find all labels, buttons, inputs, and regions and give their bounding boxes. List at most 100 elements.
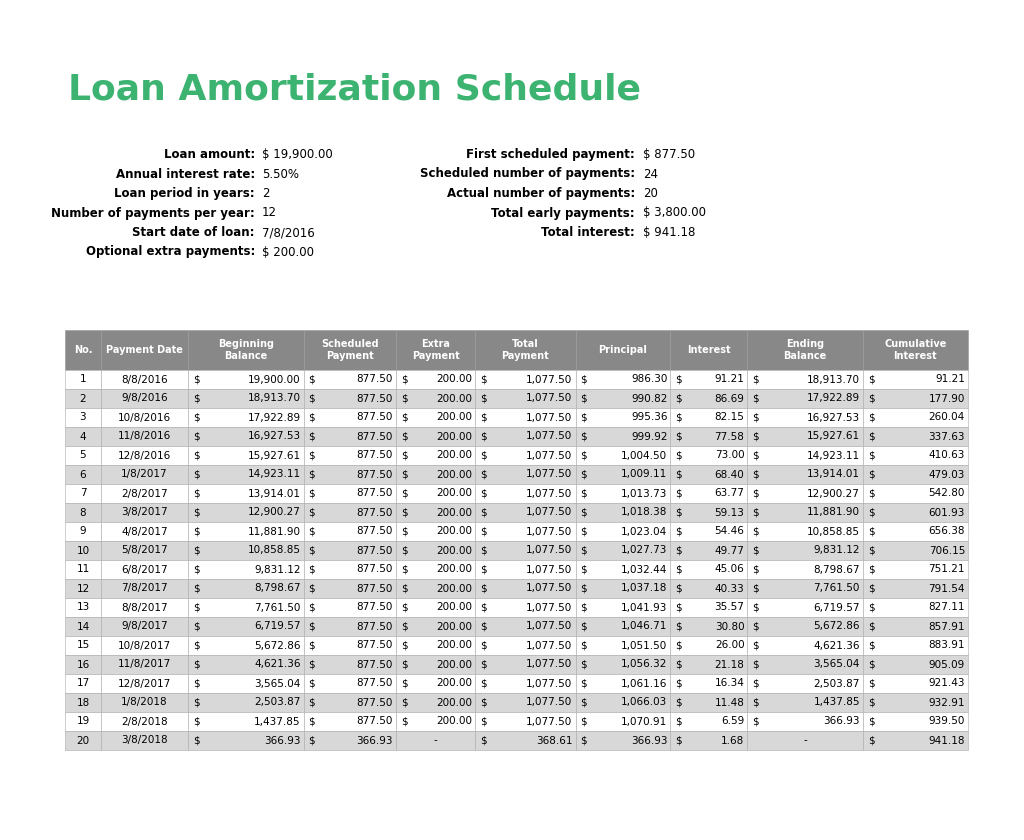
Text: 9: 9 — [80, 527, 86, 537]
Text: 1,018.38: 1,018.38 — [621, 507, 668, 517]
Bar — [475, 370, 575, 389]
Text: 20: 20 — [643, 187, 657, 200]
Text: $: $ — [676, 507, 682, 517]
Text: 200.00: 200.00 — [436, 717, 472, 727]
Text: $: $ — [480, 640, 487, 650]
Text: 8: 8 — [80, 507, 86, 517]
Text: 857.91: 857.91 — [929, 622, 965, 632]
Bar — [188, 674, 303, 693]
Text: 2/8/2018: 2/8/2018 — [121, 717, 168, 727]
Text: $: $ — [581, 489, 587, 498]
Text: $: $ — [194, 432, 200, 442]
Bar — [101, 560, 188, 579]
Text: 14,923.11: 14,923.11 — [248, 470, 301, 480]
Bar — [188, 579, 303, 598]
Text: 16: 16 — [77, 659, 89, 669]
Bar — [396, 617, 475, 636]
Text: $: $ — [676, 489, 682, 498]
Bar — [748, 579, 863, 598]
Text: 877.50: 877.50 — [356, 393, 393, 403]
Text: 68.40: 68.40 — [715, 470, 744, 480]
Text: $: $ — [480, 545, 487, 555]
Bar — [303, 370, 396, 389]
Text: 260.04: 260.04 — [929, 412, 965, 423]
Bar — [671, 389, 748, 408]
Text: 30.80: 30.80 — [715, 622, 744, 632]
Text: $: $ — [480, 736, 487, 746]
Text: $: $ — [753, 602, 759, 612]
Bar — [475, 674, 575, 693]
Text: 1.68: 1.68 — [721, 736, 744, 746]
Text: 200.00: 200.00 — [436, 470, 472, 480]
Bar — [188, 484, 303, 503]
Text: $: $ — [401, 659, 408, 669]
Bar — [188, 617, 303, 636]
Bar — [748, 731, 863, 750]
Text: 1,070.91: 1,070.91 — [622, 717, 668, 727]
Text: $: $ — [753, 640, 759, 650]
Bar — [303, 541, 396, 560]
Text: $: $ — [480, 717, 487, 727]
Text: $: $ — [753, 412, 759, 423]
Text: $: $ — [308, 602, 315, 612]
Bar — [101, 522, 188, 541]
Bar — [303, 731, 396, 750]
Text: $: $ — [308, 717, 315, 727]
Bar — [101, 617, 188, 636]
Text: 7,761.50: 7,761.50 — [254, 602, 301, 612]
Bar — [65, 712, 101, 731]
Text: $: $ — [867, 489, 874, 498]
Text: $: $ — [753, 507, 759, 517]
Text: $: $ — [753, 659, 759, 669]
Bar — [101, 484, 188, 503]
Bar — [396, 674, 475, 693]
Text: $: $ — [480, 450, 487, 460]
Bar — [671, 579, 748, 598]
Bar — [101, 427, 188, 446]
Text: 1,027.73: 1,027.73 — [621, 545, 668, 555]
Bar — [101, 579, 188, 598]
Text: $: $ — [867, 545, 874, 555]
Bar — [101, 465, 188, 484]
Text: 12,900.27: 12,900.27 — [248, 507, 301, 517]
Text: $: $ — [480, 622, 487, 632]
Bar — [188, 408, 303, 427]
Bar — [748, 598, 863, 617]
Bar — [748, 408, 863, 427]
Text: 1,009.11: 1,009.11 — [622, 470, 668, 480]
Text: $: $ — [480, 564, 487, 575]
Text: 18,913.70: 18,913.70 — [248, 393, 301, 403]
Text: $: $ — [308, 659, 315, 669]
Text: 200.00: 200.00 — [436, 393, 472, 403]
Text: 877.50: 877.50 — [356, 564, 393, 575]
Text: 5: 5 — [80, 450, 86, 460]
Text: $: $ — [753, 450, 759, 460]
Text: $: $ — [867, 412, 874, 423]
Text: 877.50: 877.50 — [356, 640, 393, 650]
Text: 11,881.90: 11,881.90 — [807, 507, 860, 517]
Text: 7/8/2017: 7/8/2017 — [121, 584, 168, 594]
Text: 6,719.57: 6,719.57 — [813, 602, 860, 612]
Text: 17: 17 — [77, 679, 89, 689]
Text: $: $ — [581, 602, 587, 612]
Text: $: $ — [676, 736, 682, 746]
Text: $: $ — [401, 584, 408, 594]
Text: $: $ — [194, 545, 200, 555]
Text: 177.90: 177.90 — [929, 393, 965, 403]
Bar — [575, 617, 671, 636]
Bar — [748, 693, 863, 712]
Bar — [475, 465, 575, 484]
Text: 1,077.50: 1,077.50 — [526, 507, 572, 517]
Bar — [101, 655, 188, 674]
Text: $: $ — [676, 564, 682, 575]
Text: 1,066.03: 1,066.03 — [622, 697, 668, 707]
Text: Payment Date: Payment Date — [106, 345, 183, 355]
Bar — [188, 560, 303, 579]
Bar — [65, 693, 101, 712]
Bar — [475, 408, 575, 427]
Text: 8,798.67: 8,798.67 — [254, 584, 301, 594]
Text: $: $ — [581, 470, 587, 480]
Bar — [475, 541, 575, 560]
Text: 200.00: 200.00 — [436, 489, 472, 498]
Text: $: $ — [194, 412, 200, 423]
